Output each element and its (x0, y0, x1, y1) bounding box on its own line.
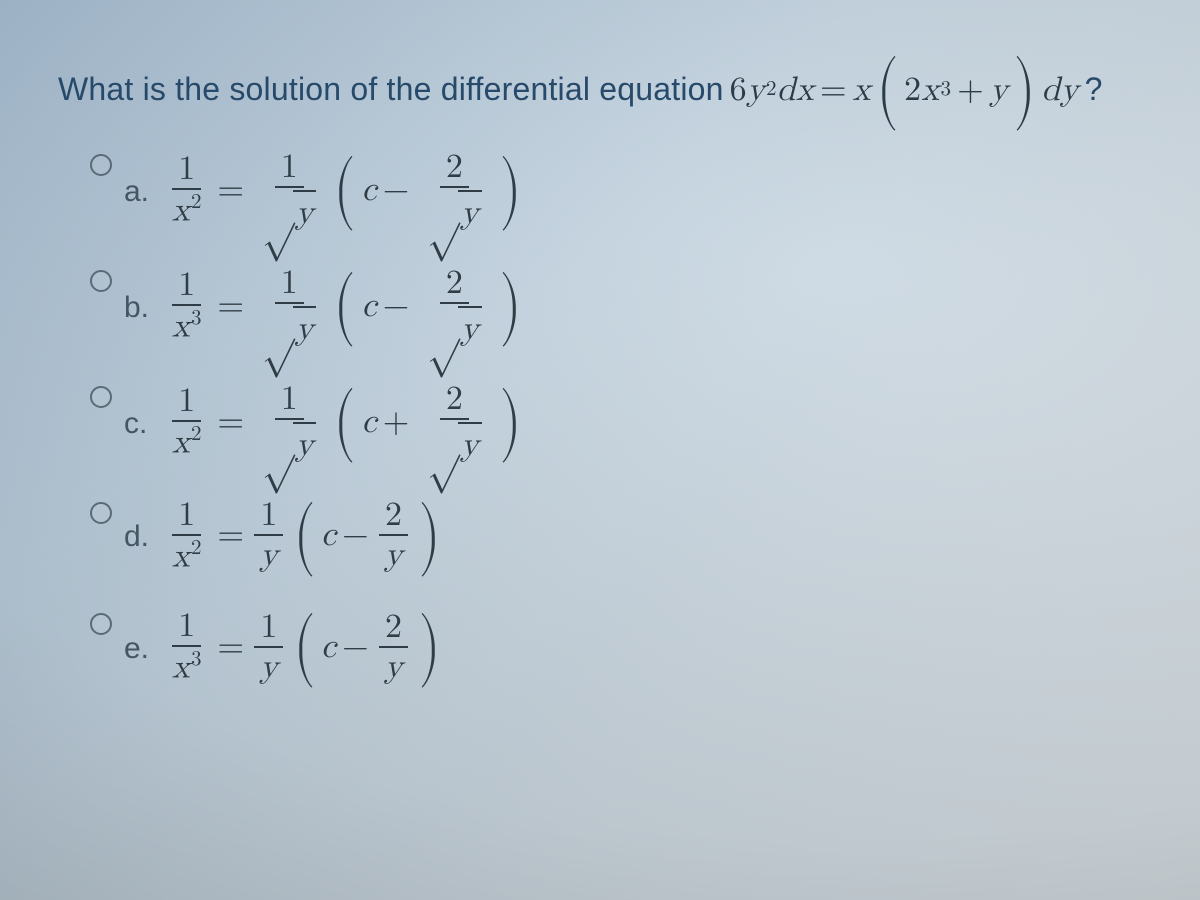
radio-d[interactable] (90, 502, 112, 524)
option-e[interactable]: e. 1 x3 = 1 y ( c − (90, 607, 1150, 686)
option-paren: ( c − 2 √y ) (328, 148, 526, 232)
question-paren: ( 2x3 + y ) (871, 60, 1042, 120)
coef-frac: 1 √y (254, 148, 325, 232)
option-e-math: 1 x3 = 1 y ( c − 2 (162, 607, 446, 686)
radio-c[interactable] (90, 386, 112, 408)
option-d[interactable]: d. 1 x2 = 1 y ( c − (90, 496, 1150, 575)
option-letter: b. (124, 291, 154, 325)
option-b-math: 1 x3 = 1 √y ( c − 2 (162, 264, 527, 348)
option-c[interactable]: c. 1 x2 = 1 √y ( c + (90, 380, 1150, 464)
radio-a[interactable] (90, 154, 112, 176)
option-c-math: 1 x2 = 1 √y ( c + 2 (162, 380, 527, 464)
question-text: What is the solution of the differential… (58, 71, 724, 108)
lhs-frac: 1 x2 (166, 150, 208, 229)
sqrt-icon: √y (262, 190, 317, 230)
option-letter: d. (124, 520, 154, 554)
question-equation: 6y2dx = x ( 2x3 + y ) dy (730, 60, 1079, 120)
options-list: a. 1 x2 = 1 √y ( (58, 148, 1150, 687)
question-mark: ? (1085, 71, 1103, 108)
radio-b[interactable] (90, 270, 112, 292)
option-letter: a. (124, 175, 154, 209)
option-d-math: 1 x2 = 1 y ( c − 2 (162, 496, 446, 575)
option-a[interactable]: a. 1 x2 = 1 √y ( (90, 148, 1150, 232)
option-letter: c. (124, 407, 154, 441)
question-stem: What is the solution of the differential… (58, 60, 1150, 120)
option-b[interactable]: b. 1 x3 = 1 √y ( c − (90, 264, 1150, 348)
quiz-page: What is the solution of the differential… (0, 0, 1200, 900)
option-letter: e. (124, 632, 154, 666)
option-a-math: 1 x2 = 1 √y ( c − (162, 148, 527, 232)
radio-e[interactable] (90, 613, 112, 635)
